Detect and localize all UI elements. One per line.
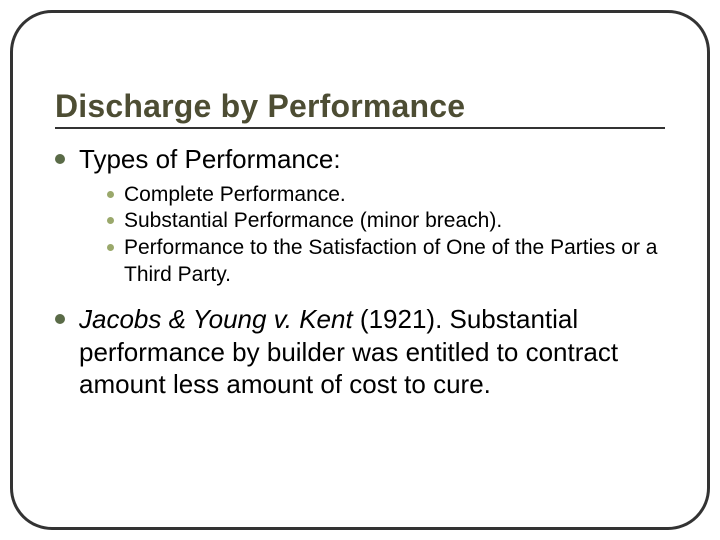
dot-icon — [107, 217, 114, 224]
bullet-text: Types of Performance: — [79, 143, 341, 176]
dot-icon — [107, 191, 114, 198]
disc-icon — [55, 154, 65, 164]
sub-bullet-text: Complete Performance. — [124, 182, 346, 209]
bullet-text: Jacobs & Young v. Kent (1921). Substanti… — [79, 303, 665, 401]
slide-title: Discharge by Performance — [55, 88, 665, 129]
sub-bullet-item: Performance to the Satisfaction of One o… — [107, 235, 665, 289]
bullet-item: Jacobs & Young v. Kent (1921). Substanti… — [55, 303, 665, 401]
sub-bullet-item: Complete Performance. — [107, 182, 665, 209]
slide-content: Discharge by Performance Types of Perfor… — [55, 88, 665, 407]
bullet-item: Types of Performance: — [55, 143, 665, 176]
sub-bullet-list: Complete Performance. Substantial Perfor… — [107, 182, 665, 290]
sub-bullet-item: Substantial Performance (minor breach). — [107, 208, 665, 235]
sub-bullet-text: Performance to the Satisfaction of One o… — [124, 235, 665, 289]
sub-bullet-text: Substantial Performance (minor breach). — [124, 208, 502, 235]
dot-icon — [107, 244, 114, 251]
disc-icon — [55, 314, 65, 324]
